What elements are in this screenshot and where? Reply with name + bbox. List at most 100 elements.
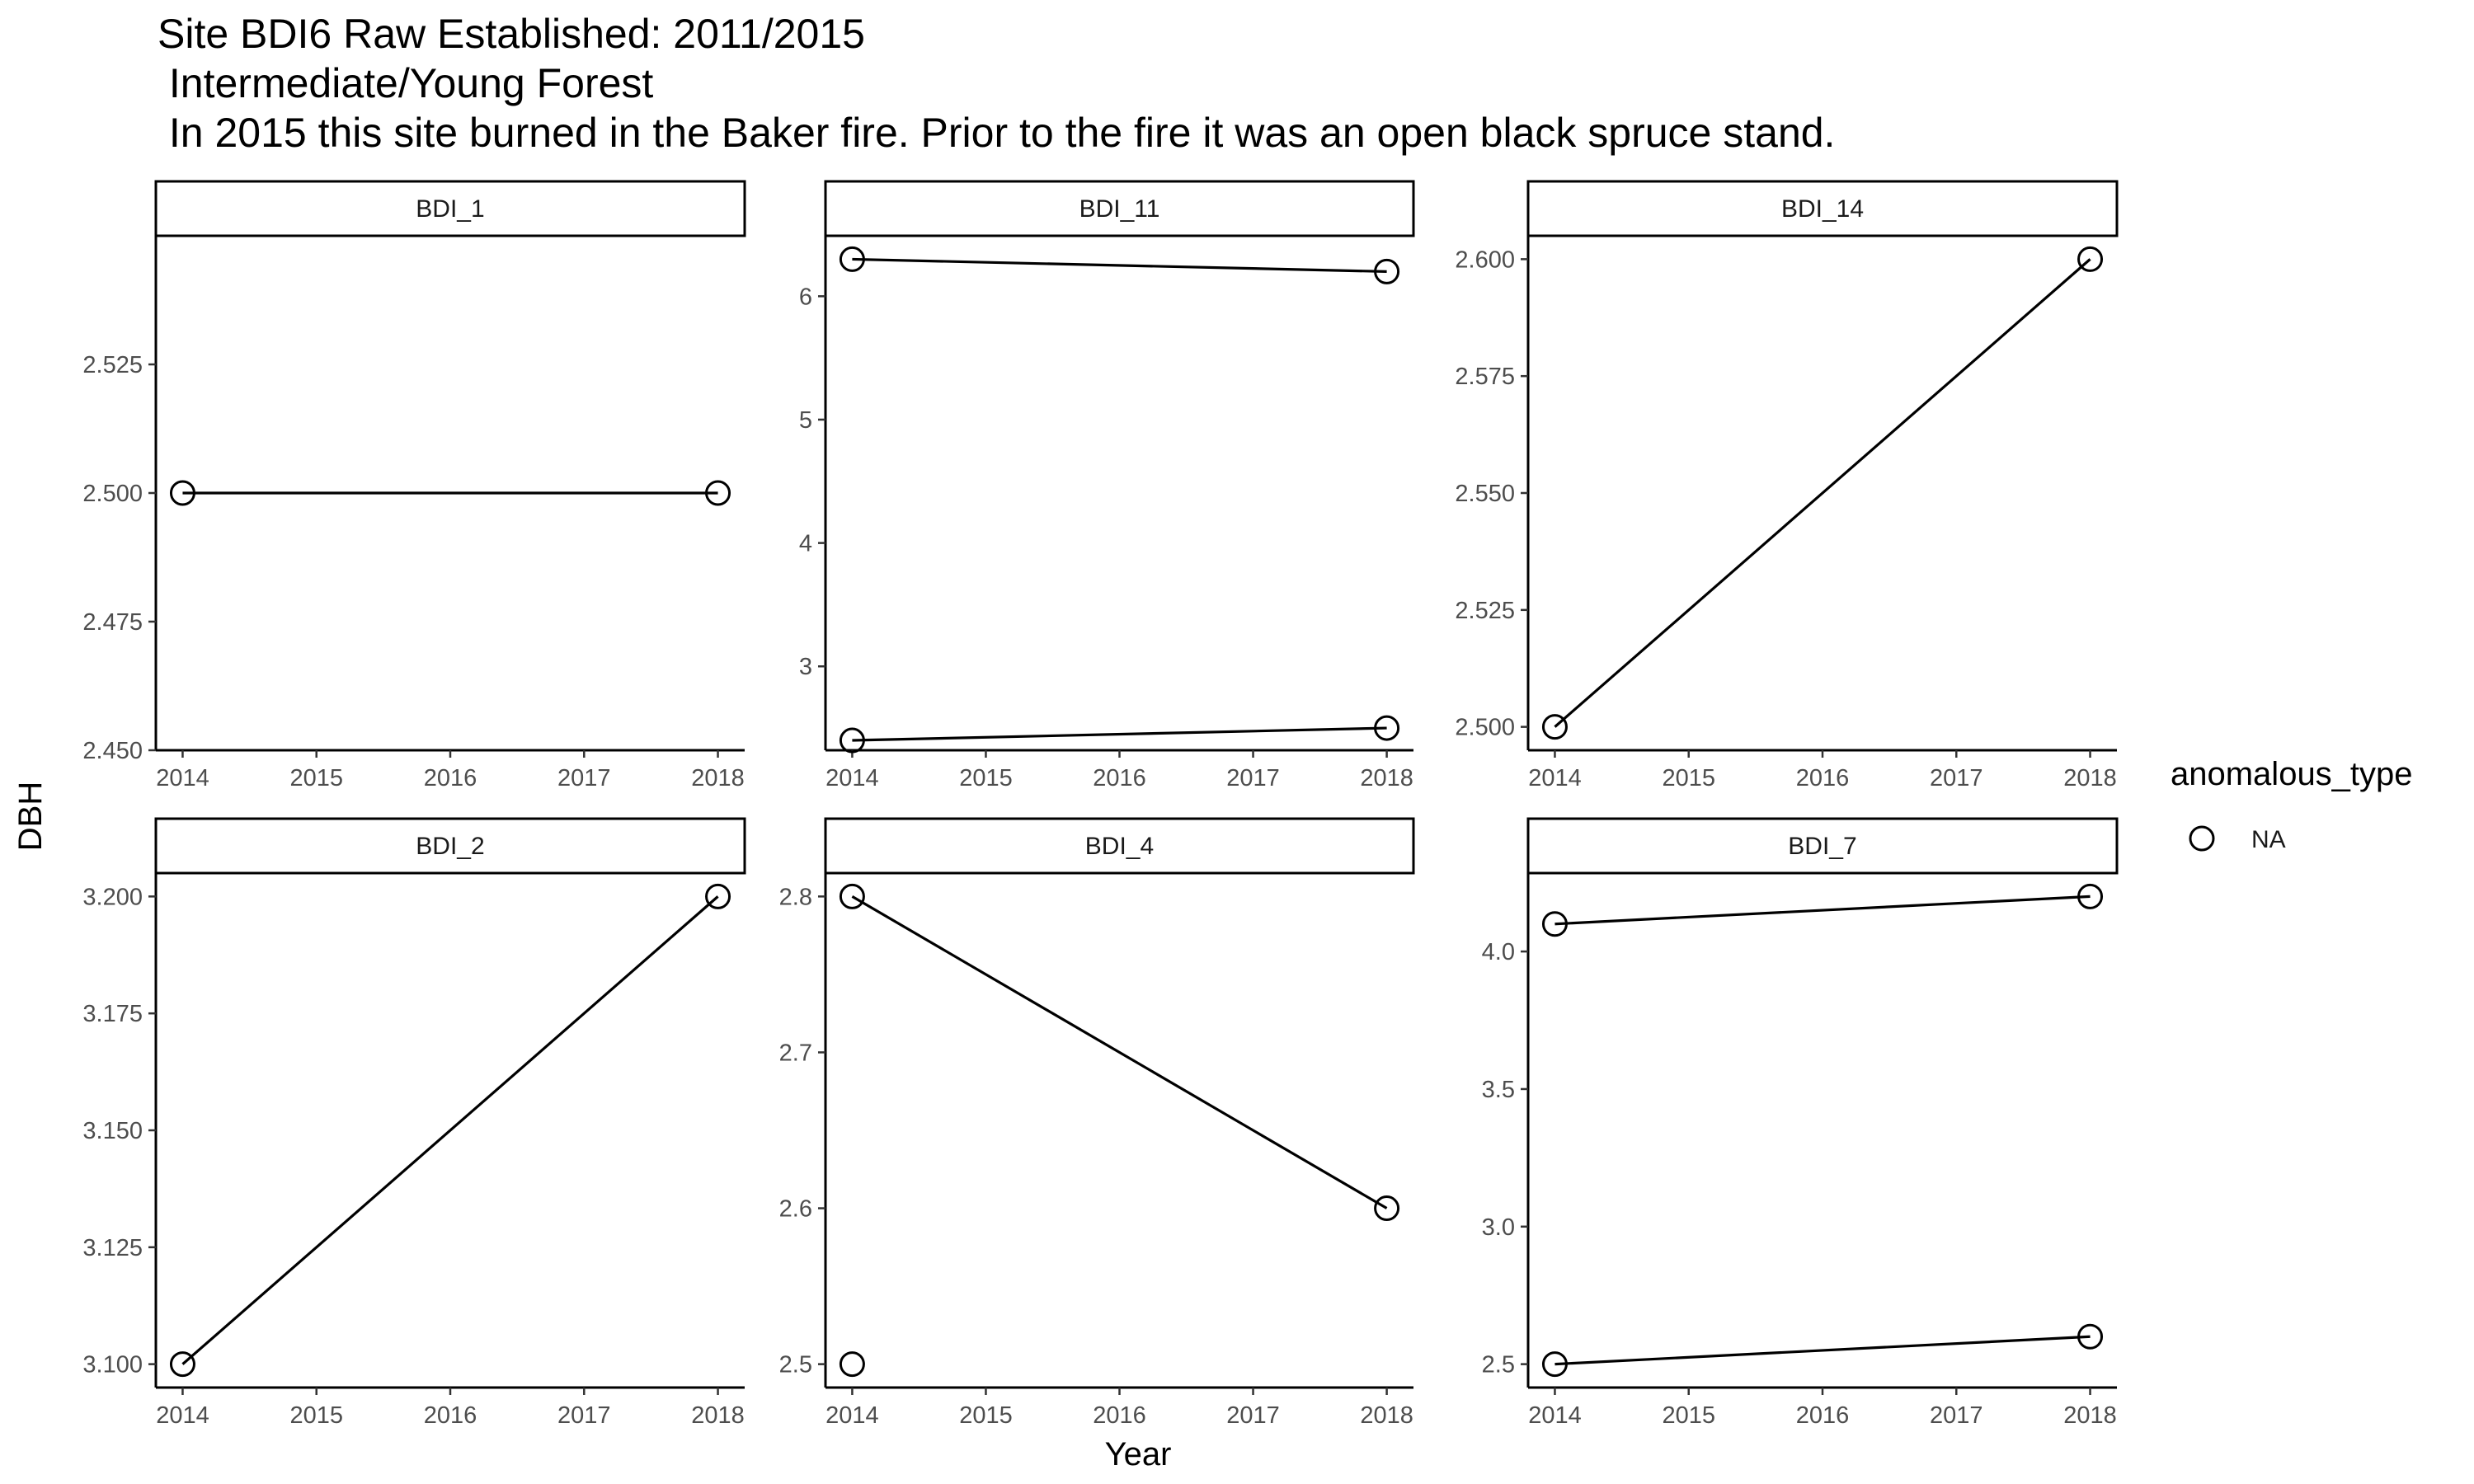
panel-bdi-14: BDI_14 2.500 2.525 2.550 2.575 2.600 2014 2015 2…: [1455, 180, 2119, 791]
panel-strip: [1526, 180, 2119, 237]
panel-strip: [154, 180, 746, 237]
x-tick-label: 2018: [691, 765, 745, 791]
x-tick-label: 2015: [289, 765, 343, 791]
data-point: [839, 246, 865, 272]
legend-label: NA: [2251, 826, 2286, 853]
data-point: [1541, 714, 1568, 740]
data-point: [1374, 715, 1400, 741]
x-tick-label: 2015: [959, 765, 1013, 791]
y-tick-label: 2.525: [1455, 598, 1515, 624]
series-line: [852, 726, 1387, 742]
panel-strip: [824, 180, 1415, 237]
data-point: [1374, 258, 1400, 284]
x-tick-label: 2016: [1093, 765, 1146, 791]
y-tick-label: 5: [799, 407, 812, 434]
x-tick-label: 2014: [1528, 765, 1582, 791]
facet-panels: BDI_1 2.450 2.475 2.500 2.525 2014 2015 2016 201…: [82, 180, 2119, 1429]
series-line: [181, 895, 719, 1365]
legend-title: anomalous_type: [2171, 756, 2413, 792]
panel-strip-label: BDI_4: [1085, 833, 1154, 860]
x-tick-label: 2018: [1360, 1402, 1413, 1429]
x-tick-label: 2016: [424, 1402, 477, 1429]
y-tick-label: 2.500: [82, 481, 143, 507]
legend-key-open-circle: [2189, 825, 2215, 852]
y-tick-label: 2.5: [779, 1352, 812, 1378]
panel-bdi-2: BDI_2 3.100 3.125 3.150 3.175 3.200 2014 2015 20…: [82, 817, 746, 1429]
panel-strip-label: BDI_1: [416, 195, 484, 223]
series-line: [1554, 895, 2091, 926]
y-tick-label: 3.200: [82, 884, 143, 910]
x-tick-label: 2017: [557, 765, 611, 791]
y-tick-label: 2.600: [1455, 247, 1515, 273]
x-tick-label: 2018: [2063, 1402, 2117, 1429]
x-tick-label: 2014: [156, 1402, 209, 1429]
data-point: [2077, 1323, 2104, 1350]
chart-title-line-3: In 2015 this site burned in the Baker fi…: [158, 110, 1835, 156]
x-tick-label: 2017: [1226, 765, 1280, 791]
x-tick-label: 2015: [289, 1402, 343, 1429]
chart-title-line-2: Intermediate/Young Forest: [158, 60, 653, 106]
y-tick-label: 6: [799, 284, 812, 310]
y-tick-label: 2.8: [779, 884, 812, 910]
chart-title-line-1: Site BDI6 Raw Established: 2011/2015: [158, 11, 865, 57]
data-point: [2077, 246, 2104, 272]
series-line: [1554, 258, 2091, 728]
y-tick-label: 3.0: [1482, 1214, 1515, 1241]
panel-strip: [154, 817, 746, 875]
y-tick-label: 2.475: [82, 609, 143, 636]
x-tick-label: 2015: [959, 1402, 1013, 1429]
x-tick-label: 2017: [557, 1402, 611, 1429]
data-point: [839, 883, 865, 909]
x-tick-label: 2017: [1930, 1402, 1983, 1429]
x-tick-label: 2014: [825, 1402, 879, 1429]
panel-strip-label: BDI_11: [1079, 195, 1160, 223]
data-point: [2077, 883, 2104, 909]
panel-strip-label: BDI_2: [416, 833, 484, 860]
panel-strip: [824, 817, 1415, 875]
x-tick-label: 2016: [1796, 765, 1850, 791]
y-tick-label: 2.525: [82, 352, 143, 378]
data-point: [705, 480, 731, 506]
y-tick-label: 2.7: [779, 1040, 812, 1066]
y-tick-label: 3.5: [1482, 1077, 1515, 1103]
panel-bdi-1: BDI_1 2.450 2.475 2.500 2.525 2014 2015 2016 201…: [82, 180, 746, 791]
panel-bdi-11: BDI_11 3 4 5 6 2014 2015 2016 2017 2018: [799, 180, 1415, 791]
y-tick-label: 3: [799, 654, 812, 680]
y-tick-label: 2.575: [1455, 364, 1515, 390]
y-tick-label: 3.150: [82, 1118, 143, 1144]
x-tick-label: 2017: [1930, 765, 1983, 791]
data-point: [169, 1351, 195, 1378]
series-line: [852, 257, 1387, 273]
x-tick-label: 2018: [691, 1402, 745, 1429]
panel-strip-label: BDI_7: [1788, 833, 1856, 860]
series-line: [1554, 1335, 2091, 1366]
y-tick-label: 2.450: [82, 738, 143, 764]
data-point: [169, 480, 195, 506]
legend: anomalous_type NA: [2171, 756, 2413, 853]
data-point: [705, 883, 731, 909]
x-tick-label: 2015: [1662, 765, 1715, 791]
data-point: [839, 727, 865, 754]
x-tick-label: 2016: [1093, 1402, 1146, 1429]
x-tick-label: 2018: [1360, 765, 1413, 791]
panel-bdi-4: BDI_4 2.5 2.6 2.7 2.8 2014 2015 2016 2017 2018: [779, 817, 1415, 1429]
data-point: [1374, 1195, 1400, 1222]
series-line: [851, 895, 1388, 1209]
x-tick-label: 2014: [825, 765, 879, 791]
x-tick-label: 2015: [1662, 1402, 1715, 1429]
x-tick-label: 2014: [1528, 1402, 1582, 1429]
y-tick-label: 3.175: [82, 1001, 143, 1027]
y-tick-label: 3.100: [82, 1352, 143, 1378]
panel-strip: [1526, 817, 2119, 875]
x-tick-label: 2016: [1796, 1402, 1850, 1429]
panel-strip-label: BDI_14: [1781, 195, 1864, 223]
x-tick-label: 2018: [2063, 765, 2117, 791]
y-tick-label: 2.500: [1455, 715, 1515, 741]
y-axis-title: DBH: [12, 782, 49, 851]
x-axis-title: Year: [1105, 1436, 1172, 1472]
x-tick-label: 2014: [156, 765, 209, 791]
data-point: [839, 1351, 865, 1378]
y-tick-label: 3.125: [82, 1235, 143, 1261]
data-point: [1541, 911, 1568, 937]
